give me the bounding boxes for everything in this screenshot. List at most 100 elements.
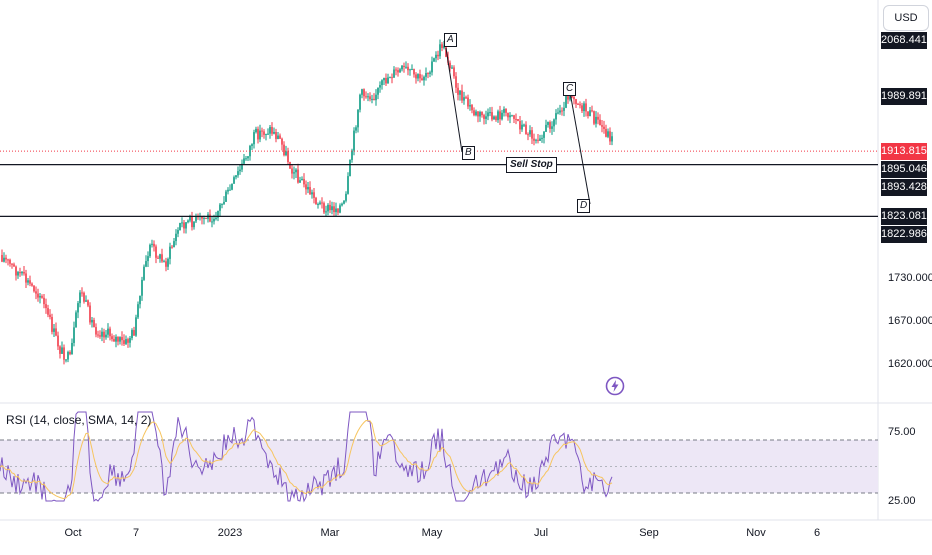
candle-body	[429, 72, 431, 74]
candle-body	[23, 272, 25, 274]
candle-body	[233, 177, 235, 184]
candle-body	[281, 138, 283, 145]
candle-body	[47, 308, 49, 315]
lightning-icon[interactable]	[605, 376, 625, 396]
candle-body	[581, 105, 583, 112]
candle-body	[219, 204, 221, 211]
candle-body	[39, 296, 41, 298]
candle-body	[53, 328, 55, 332]
candle-body	[307, 187, 309, 190]
wave-label-a[interactable]: A	[444, 33, 457, 47]
candle-body	[431, 61, 433, 73]
candle-body	[481, 111, 483, 116]
candle-body	[529, 130, 531, 135]
candle-body	[335, 208, 337, 213]
candle-body	[61, 347, 63, 354]
candle-body	[69, 352, 71, 355]
candle-body	[553, 119, 555, 127]
candle-body	[305, 184, 307, 190]
sell-stop-label[interactable]: Sell Stop	[506, 157, 557, 173]
candle-body	[419, 74, 421, 79]
price-tick: 1620.000	[888, 358, 932, 370]
candle-body	[417, 74, 419, 79]
candle-body	[285, 151, 287, 156]
candle-body	[609, 131, 611, 142]
candle-body	[297, 169, 299, 183]
candle-body	[563, 107, 565, 111]
candle-body	[333, 206, 335, 213]
candle-body	[533, 138, 535, 141]
candle-body	[473, 110, 475, 116]
candle-body	[91, 319, 93, 323]
candle-body	[585, 103, 587, 112]
candles-group	[1, 39, 613, 365]
price-tick: 1670.000	[888, 315, 932, 327]
candle-body	[391, 77, 393, 79]
wave-label-c[interactable]: C	[563, 82, 577, 96]
candle-body	[217, 210, 219, 218]
candle-body	[557, 112, 559, 114]
candle-body	[159, 254, 161, 259]
rsi-indicator-title[interactable]: RSI (14, close, SMA, 14, 2)	[6, 413, 152, 427]
candle-body	[367, 96, 369, 98]
candle-body	[441, 44, 443, 48]
candle-body	[501, 112, 503, 120]
candle-body	[99, 335, 101, 337]
candle-body	[313, 192, 315, 198]
candle-body	[401, 65, 403, 70]
candle-body	[523, 124, 525, 126]
candle-body	[9, 259, 11, 264]
candle-body	[569, 92, 571, 100]
candle-body	[477, 111, 479, 117]
candle-body	[227, 189, 229, 192]
currency-button[interactable]: USD	[883, 5, 929, 31]
candle-body	[371, 98, 373, 100]
candle-body	[291, 168, 293, 174]
candle-body	[399, 69, 401, 73]
candle-body	[231, 183, 233, 190]
candle-body	[1, 255, 3, 262]
candle-body	[117, 336, 119, 342]
candle-body	[225, 191, 227, 202]
price-tag: 2068.441	[881, 32, 927, 49]
candle-body	[575, 99, 577, 104]
candle-body	[255, 128, 257, 133]
candle-body	[453, 67, 455, 77]
candle-body	[277, 135, 279, 139]
candle-body	[265, 133, 267, 135]
candle-body	[389, 77, 391, 79]
candle-body	[377, 87, 379, 95]
candle-body	[13, 264, 15, 267]
candle-body	[379, 85, 381, 88]
candle-body	[475, 111, 477, 116]
time-tick: May	[421, 527, 443, 539]
price-tag: 1895.046	[881, 161, 927, 179]
candle-body	[133, 330, 135, 336]
candle-body	[263, 131, 265, 135]
candle-body	[169, 246, 171, 259]
candle-body	[411, 69, 413, 71]
candle-body	[123, 340, 125, 344]
wave-label-b[interactable]: B	[462, 146, 475, 160]
candle-body	[77, 303, 79, 313]
candle-body	[407, 66, 409, 71]
candle-body	[103, 331, 105, 338]
candle-body	[153, 243, 155, 247]
candle-body	[325, 211, 327, 213]
candle-body	[565, 94, 567, 108]
candle-body	[79, 292, 81, 304]
wave-label-d[interactable]: D	[577, 199, 591, 213]
price-tick: 1730.000	[888, 272, 932, 284]
candle-body	[269, 127, 271, 134]
candle-body	[191, 216, 193, 228]
candle-body	[329, 204, 331, 211]
candle-body	[493, 116, 495, 120]
candle-body	[503, 108, 505, 113]
candle-body	[549, 122, 551, 129]
candle-body	[143, 266, 145, 280]
candle-body	[129, 338, 131, 343]
candle-body	[515, 118, 517, 120]
candle-body	[375, 94, 377, 101]
